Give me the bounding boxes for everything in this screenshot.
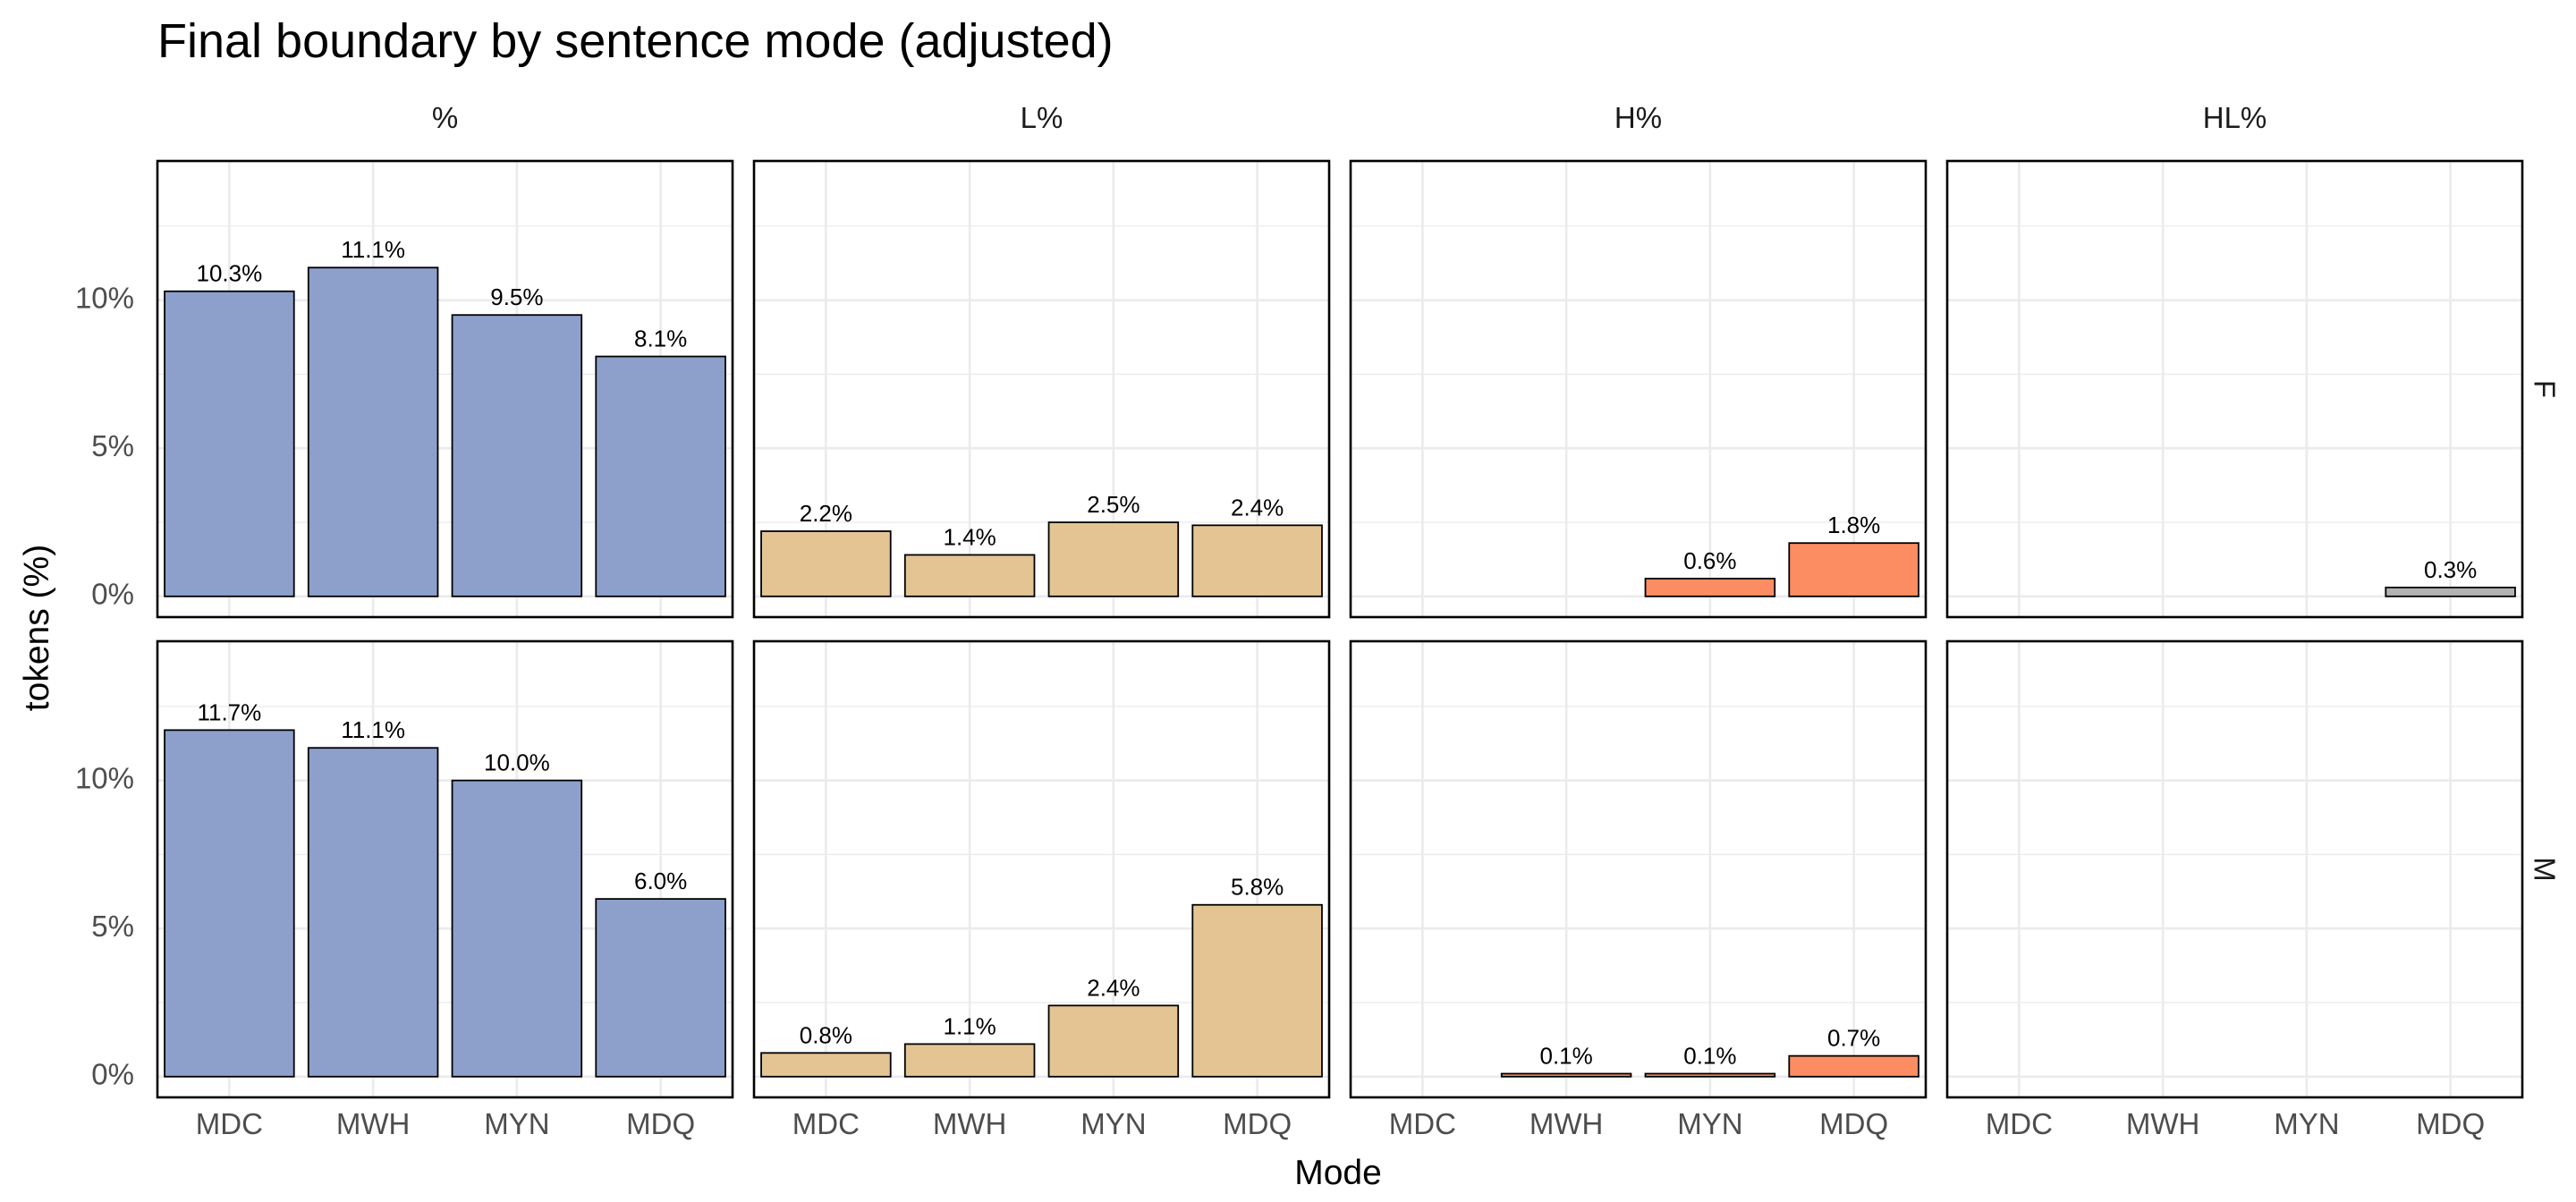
bar-value-label: 2.5%	[1087, 491, 1140, 518]
facet-column-label: H%	[1614, 101, 1662, 134]
bar-value-label: 5.8%	[1231, 874, 1284, 901]
bar-value-label: 2.4%	[1087, 974, 1140, 1001]
bar-value-label: 2.4%	[1231, 494, 1284, 521]
x-tick-label: MYN	[1677, 1107, 1742, 1140]
x-tick-label: MWH	[336, 1107, 410, 1140]
bar	[1047, 521, 1180, 597]
bar	[2385, 586, 2516, 597]
panel-border	[752, 159, 1331, 619]
bar	[760, 530, 892, 597]
bar-value-label: 0.3%	[2424, 556, 2477, 583]
bar-value-label: 11.1%	[341, 716, 405, 743]
bar-value-label: 0.1%	[1539, 1043, 1592, 1070]
x-tick-label: MDC	[1389, 1107, 1456, 1140]
bar-value-label: 10.3%	[197, 260, 263, 287]
bar-value-label: 9.5%	[490, 284, 543, 310]
bar	[1191, 524, 1323, 597]
bar-value-label: 1.8%	[1827, 512, 1880, 538]
y-tick-label: 10%	[75, 281, 134, 314]
bar-value-label: 8.1%	[634, 326, 687, 352]
x-tick-label: MDQ	[1223, 1107, 1292, 1140]
panel-border	[1945, 639, 2524, 1099]
bar-value-label: 0.8%	[800, 1021, 852, 1048]
bar-value-label: 0.6%	[1683, 547, 1736, 574]
facet-column-label: HL%	[2203, 101, 2267, 134]
x-tick-label: MWH	[1530, 1107, 1603, 1140]
y-tick-label: 5%	[91, 429, 134, 462]
bar	[1500, 1072, 1632, 1078]
bar-value-label: 2.2%	[800, 500, 852, 527]
bar	[451, 779, 583, 1078]
bar-value-label: 11.1%	[341, 236, 405, 263]
x-tick-label: MWH	[933, 1107, 1006, 1140]
panel: 10.3% 11.1% 9.5% 8.1%	[156, 159, 734, 619]
x-tick-label: MYN	[2274, 1107, 2339, 1140]
bar	[164, 290, 295, 597]
bar	[1644, 1072, 1776, 1078]
bar	[760, 1052, 892, 1078]
panel: 0.1% 0.1% 0.7%	[1349, 639, 1928, 1099]
bar	[1788, 542, 1919, 597]
x-tick-label: MDC	[196, 1107, 263, 1140]
bar	[1047, 1004, 1180, 1078]
facet-row-label: F	[2528, 380, 2561, 398]
x-tick-label: MDQ	[626, 1107, 695, 1140]
bar-value-label: 0.7%	[1827, 1025, 1880, 1052]
panel: 2.2% 1.4% 2.5% 2.4%	[752, 159, 1331, 619]
bar	[595, 898, 726, 1078]
panel-border	[752, 639, 1331, 1099]
y-tick-label: 5%	[91, 910, 134, 943]
bar	[1788, 1054, 1919, 1078]
panel-border	[156, 159, 734, 619]
x-tick-label: MYN	[484, 1107, 549, 1140]
x-tick-label: MDQ	[2416, 1107, 2485, 1140]
bar	[903, 554, 1036, 597]
panel-border	[1349, 639, 1928, 1099]
facet-column-label: %	[432, 101, 458, 134]
bar-value-label: 1.4%	[943, 523, 996, 550]
panel: 11.7% 11.1% 10.0% 6.0%	[156, 639, 734, 1099]
x-tick-label: MDQ	[1819, 1107, 1888, 1140]
bar-value-label: 10.0%	[484, 749, 550, 776]
bar-value-label: 1.1%	[943, 1012, 996, 1039]
panel: 0.3%	[1945, 159, 2524, 619]
panel-border	[156, 639, 734, 1099]
panel-border	[1349, 159, 1928, 619]
x-tick-label: MWH	[2126, 1107, 2199, 1140]
panel	[1945, 639, 2524, 1099]
bar	[307, 747, 439, 1078]
bar	[1644, 578, 1776, 597]
bar	[164, 729, 295, 1078]
facet-column-label: L%	[1021, 101, 1063, 134]
x-axis-title: Mode	[1294, 1154, 1382, 1192]
bar	[307, 267, 439, 597]
bar-value-label: 11.7%	[197, 698, 261, 725]
x-tick-label: MDC	[1986, 1107, 2053, 1140]
x-tick-label: MYN	[1080, 1107, 1146, 1140]
y-tick-label: 10%	[75, 761, 134, 794]
bar	[1191, 903, 1323, 1078]
y-axis-title: tokens (%)	[18, 545, 56, 711]
bar	[451, 314, 583, 597]
bar	[903, 1043, 1036, 1078]
bar-value-label: 0.1%	[1683, 1043, 1736, 1070]
panel-border	[1945, 159, 2524, 619]
panels: % L% H% HL% F M 10.3% 11.1% 9.5% 8.1% 2.2% 1.4% 2.5%…	[75, 101, 2561, 1140]
bar-value-label: 6.0%	[634, 868, 687, 894]
x-tick-label: MDC	[792, 1107, 860, 1140]
bar	[595, 355, 726, 597]
facet-row-label: M	[2528, 857, 2561, 882]
chart-title: Final boundary by sentence mode (adjuste…	[157, 14, 1114, 68]
y-tick-label: 0%	[91, 578, 134, 611]
panel: 0.8% 1.1% 2.4% 5.8%	[752, 639, 1331, 1099]
y-tick-label: 0%	[91, 1058, 134, 1091]
panel: 0.6% 1.8%	[1349, 159, 1928, 619]
